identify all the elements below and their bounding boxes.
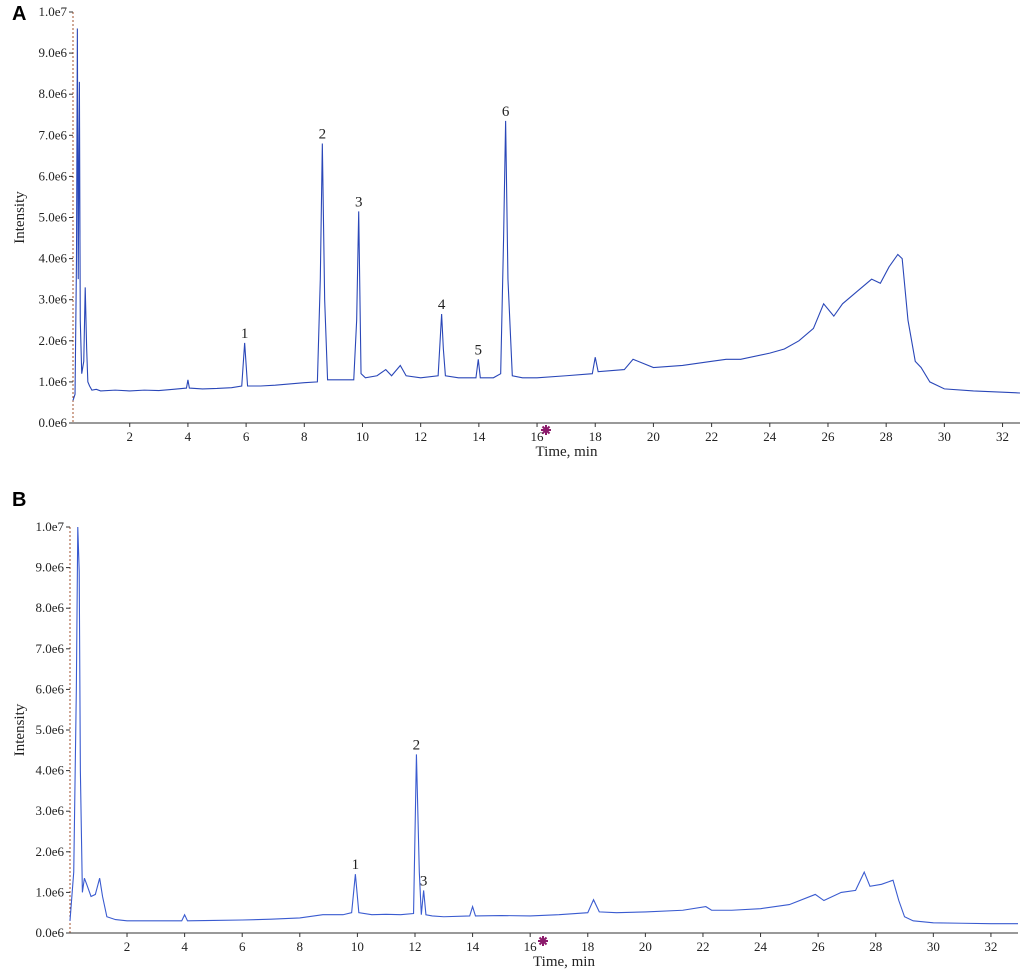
- x-tick-label: 10: [356, 429, 369, 444]
- y-tick-label: 4.0e6: [35, 763, 64, 778]
- x-tick-label: 18: [589, 429, 602, 444]
- peak-label: 5: [475, 342, 483, 358]
- y-tick-label: 0.0e6: [35, 925, 64, 940]
- x-tick-label: 12: [414, 429, 427, 444]
- x-tick-label: 32: [984, 939, 997, 954]
- marker-a: [541, 425, 551, 435]
- x-tick-label: 26: [821, 429, 835, 444]
- y-tick-label: 7.0e6: [35, 641, 64, 656]
- x-tick-label: 18: [581, 939, 594, 954]
- trace: [69, 526, 1018, 925]
- x-axis-title: Time, min: [533, 954, 595, 970]
- y-tick-label: 6.0e6: [38, 168, 67, 183]
- x-tick-label: 28: [869, 939, 882, 954]
- x-tick-label: 16: [524, 939, 538, 954]
- x-tick-label: 14: [466, 939, 480, 954]
- y-axis-title: Intensity: [12, 191, 28, 244]
- y-tick-label: 3.0e6: [38, 292, 67, 307]
- x-tick-label: 6: [243, 429, 250, 444]
- y-tick-label: 5.0e6: [35, 722, 64, 737]
- x-tick-label: 24: [763, 429, 777, 444]
- x-axis-title: Time, min: [536, 444, 598, 460]
- x-tick-label: 2: [124, 939, 131, 954]
- y-tick-label: 2.0e6: [38, 333, 67, 348]
- x-tick-label: 22: [705, 429, 718, 444]
- x-tick-label: 30: [938, 429, 951, 444]
- x-tick-label: 8: [301, 429, 308, 444]
- x-tick-label: 22: [696, 939, 709, 954]
- panel-label: A: [12, 3, 26, 25]
- y-tick-label: 3.0e6: [35, 803, 64, 818]
- y-tick-label: 7.0e6: [38, 127, 67, 142]
- x-tick-label: 24: [754, 939, 768, 954]
- y-tick-label: 0.0e6: [38, 415, 67, 430]
- x-tick-label: 10: [351, 939, 364, 954]
- x-tick-label: 28: [880, 429, 893, 444]
- x-tick-label: 12: [408, 939, 421, 954]
- x-tick-label: 4: [185, 429, 192, 444]
- y-tick-label: 4.0e6: [38, 251, 67, 266]
- x-tick-label: 30: [927, 939, 940, 954]
- trace: [72, 28, 1021, 401]
- peak-label: 1: [241, 326, 249, 342]
- x-tick-label: 26: [812, 939, 826, 954]
- y-tick-label: 8.0e6: [38, 86, 67, 101]
- x-tick-label: 14: [472, 429, 486, 444]
- y-tick-label: 1.0e7: [35, 519, 64, 534]
- peak-label: 4: [438, 297, 446, 313]
- peak-label: 3: [420, 873, 428, 889]
- x-tick-label: 2: [126, 429, 133, 444]
- y-tick-label: 9.0e6: [38, 45, 67, 60]
- y-axis-title: Intensity: [12, 703, 28, 756]
- x-tick-label: 20: [647, 429, 660, 444]
- y-tick-label: 8.0e6: [35, 600, 64, 615]
- x-tick-label: 32: [996, 429, 1009, 444]
- panel-label: B: [12, 489, 26, 511]
- y-tick-label: 9.0e6: [35, 560, 64, 575]
- x-tick-label: 20: [639, 939, 652, 954]
- x-tick-label: 6: [239, 939, 246, 954]
- x-tick-label: 4: [181, 939, 188, 954]
- peak-label: 2: [319, 127, 327, 143]
- y-tick-label: 6.0e6: [35, 681, 64, 696]
- y-tick-label: 1.0e7: [38, 4, 67, 19]
- x-tick-label: 16: [531, 429, 545, 444]
- peak-label: 3: [355, 194, 363, 210]
- y-tick-label: 1.0e6: [35, 884, 64, 899]
- peak-label: 6: [502, 104, 510, 120]
- x-tick-label: 8: [297, 939, 304, 954]
- y-tick-label: 1.0e6: [38, 374, 67, 389]
- marker-b: [538, 936, 548, 946]
- peak-label: 1: [352, 857, 360, 873]
- y-tick-label: 5.0e6: [38, 210, 67, 225]
- peak-label: 2: [413, 737, 421, 753]
- y-tick-label: 2.0e6: [35, 844, 64, 859]
